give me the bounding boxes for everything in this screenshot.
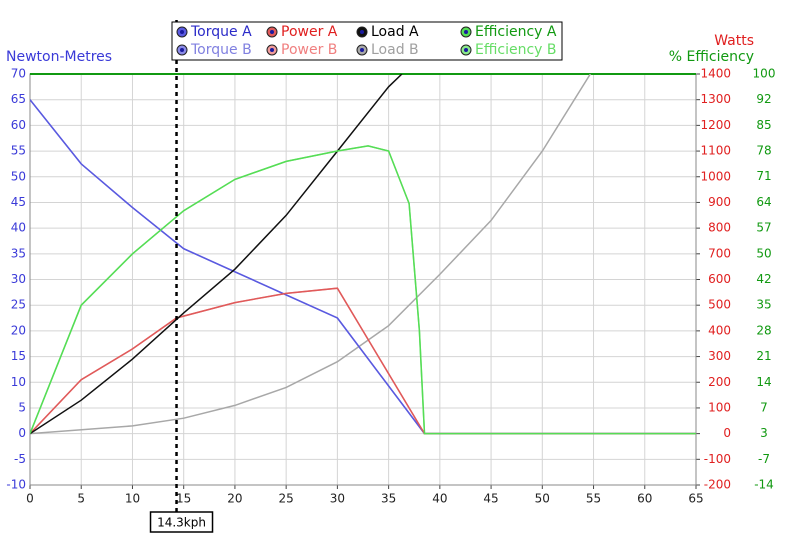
y-tick-label: 50 (11, 169, 26, 183)
y3-tick-label: 7 (760, 400, 768, 414)
y3-tick-label: 35 (756, 298, 771, 312)
y-tick-label: 35 (11, 246, 26, 260)
y2-tick-label: 900 (708, 195, 731, 209)
y-tick-label: 45 (11, 195, 26, 209)
y2-tick-label: 1100 (700, 144, 731, 158)
y3-tick-label: 28 (756, 323, 771, 337)
y3-tick-label: -14 (754, 478, 774, 492)
x-tick-label: 55 (586, 492, 601, 506)
y-tick-label: 10 (11, 375, 26, 389)
y2-tick-label: 800 (708, 221, 731, 235)
series-line (30, 74, 403, 435)
x-tick-label: 20 (227, 492, 242, 506)
y-tick-label: 5 (18, 400, 26, 414)
cursor-label: 14.3kph (157, 516, 206, 530)
legend-label: Efficiency A (475, 24, 557, 40)
legend-label: Power A (281, 24, 338, 40)
x-tick-label: 30 (330, 492, 345, 506)
y2-tick-label: 300 (708, 349, 731, 363)
y-tick-label: 60 (11, 118, 26, 132)
y3-tick-label: 71 (756, 169, 771, 183)
y-tick-label: 25 (11, 298, 26, 312)
y-tick-label: 65 (11, 92, 26, 106)
legend-label: Power B (281, 42, 337, 58)
y2-tick-label: 500 (708, 298, 731, 312)
y-tick-label: -5 (14, 452, 26, 466)
x-tick-label: 15 (176, 492, 191, 506)
y2-tick-label: 0 (723, 426, 731, 440)
y2-tick-label: 100 (708, 400, 731, 414)
legend-label: Efficiency B (475, 42, 557, 58)
y3-tick-label: -7 (758, 452, 770, 466)
y3-tick-label: 14 (756, 375, 771, 389)
x-tick-label: 5 (77, 492, 85, 506)
y3-tick-label: 50 (756, 246, 771, 260)
y-tick-label: 40 (11, 221, 26, 235)
y3-tick-label: 100 (753, 67, 776, 81)
y2-tick-label: -200 (704, 478, 731, 492)
y-tick-label: 70 (11, 67, 26, 81)
y3-tick-label: 64 (756, 195, 771, 209)
x-tick-label: 10 (125, 492, 140, 506)
y2-tick-label: 400 (708, 323, 731, 337)
y-tick-label: 0 (18, 426, 26, 440)
legend-label: Torque B (190, 42, 252, 58)
series-line (30, 145, 696, 435)
legend-marker-dot (180, 30, 184, 34)
series-line (30, 74, 592, 435)
y2-tick-label: 1400 (700, 67, 731, 81)
x-tick-label: 25 (279, 492, 294, 506)
legend-marker-dot (180, 48, 184, 52)
y-tick-label: 15 (11, 349, 26, 363)
y2-tick-label: 1300 (700, 92, 731, 106)
legend-box (171, 21, 563, 61)
y2-tick-label: -100 (704, 452, 731, 466)
y3-tick-label: 57 (756, 221, 771, 235)
x-tick-label: 0 (26, 492, 34, 506)
y2-tick-label: 1200 (700, 118, 731, 132)
x-tick-label: 50 (535, 492, 550, 506)
legend-marker-dot (464, 48, 468, 52)
y-axis-title: Newton-Metres (6, 49, 112, 65)
y3-tick-label: 21 (756, 349, 771, 363)
y-tick-label: 20 (11, 323, 26, 337)
y3-tick-label: 85 (756, 118, 771, 132)
y-tick-label: 30 (11, 272, 26, 286)
legend-marker-dot (464, 30, 468, 34)
y2-tick-label: 200 (708, 375, 731, 389)
y3-tick-label: 42 (756, 272, 771, 286)
y2-tick-label: 600 (708, 272, 731, 286)
legend-marker-dot (360, 48, 364, 52)
x-tick-label: 60 (637, 492, 652, 506)
legend-label: Load B (371, 42, 419, 58)
y3-tick-label: 3 (760, 426, 768, 440)
y-tick-label: 55 (11, 144, 26, 158)
series-line (30, 99, 696, 435)
legend-marker-dot (270, 30, 274, 34)
x-tick-label: 40 (432, 492, 447, 506)
x-tick-label: 65 (688, 492, 703, 506)
y-tick-label: -10 (6, 478, 26, 492)
legend-marker-dot (360, 30, 364, 34)
x-tick-label: 45 (483, 492, 498, 506)
legend-label: Load A (371, 24, 419, 40)
x-tick-label: 35 (381, 492, 396, 506)
legend-marker-dot (270, 48, 274, 52)
series-line (30, 287, 696, 435)
y2-axis-title: Watts (714, 33, 754, 49)
cursor-label-box (149, 511, 214, 533)
legend-label: Torque A (190, 24, 252, 40)
y3-tick-label: 78 (756, 144, 771, 158)
y2-tick-label: 1000 (700, 169, 731, 183)
y3-axis-title: % Efficiency (669, 49, 754, 65)
plot-area (30, 74, 696, 435)
y2-tick-label: 700 (708, 246, 731, 260)
y3-tick-label: 92 (756, 92, 771, 106)
